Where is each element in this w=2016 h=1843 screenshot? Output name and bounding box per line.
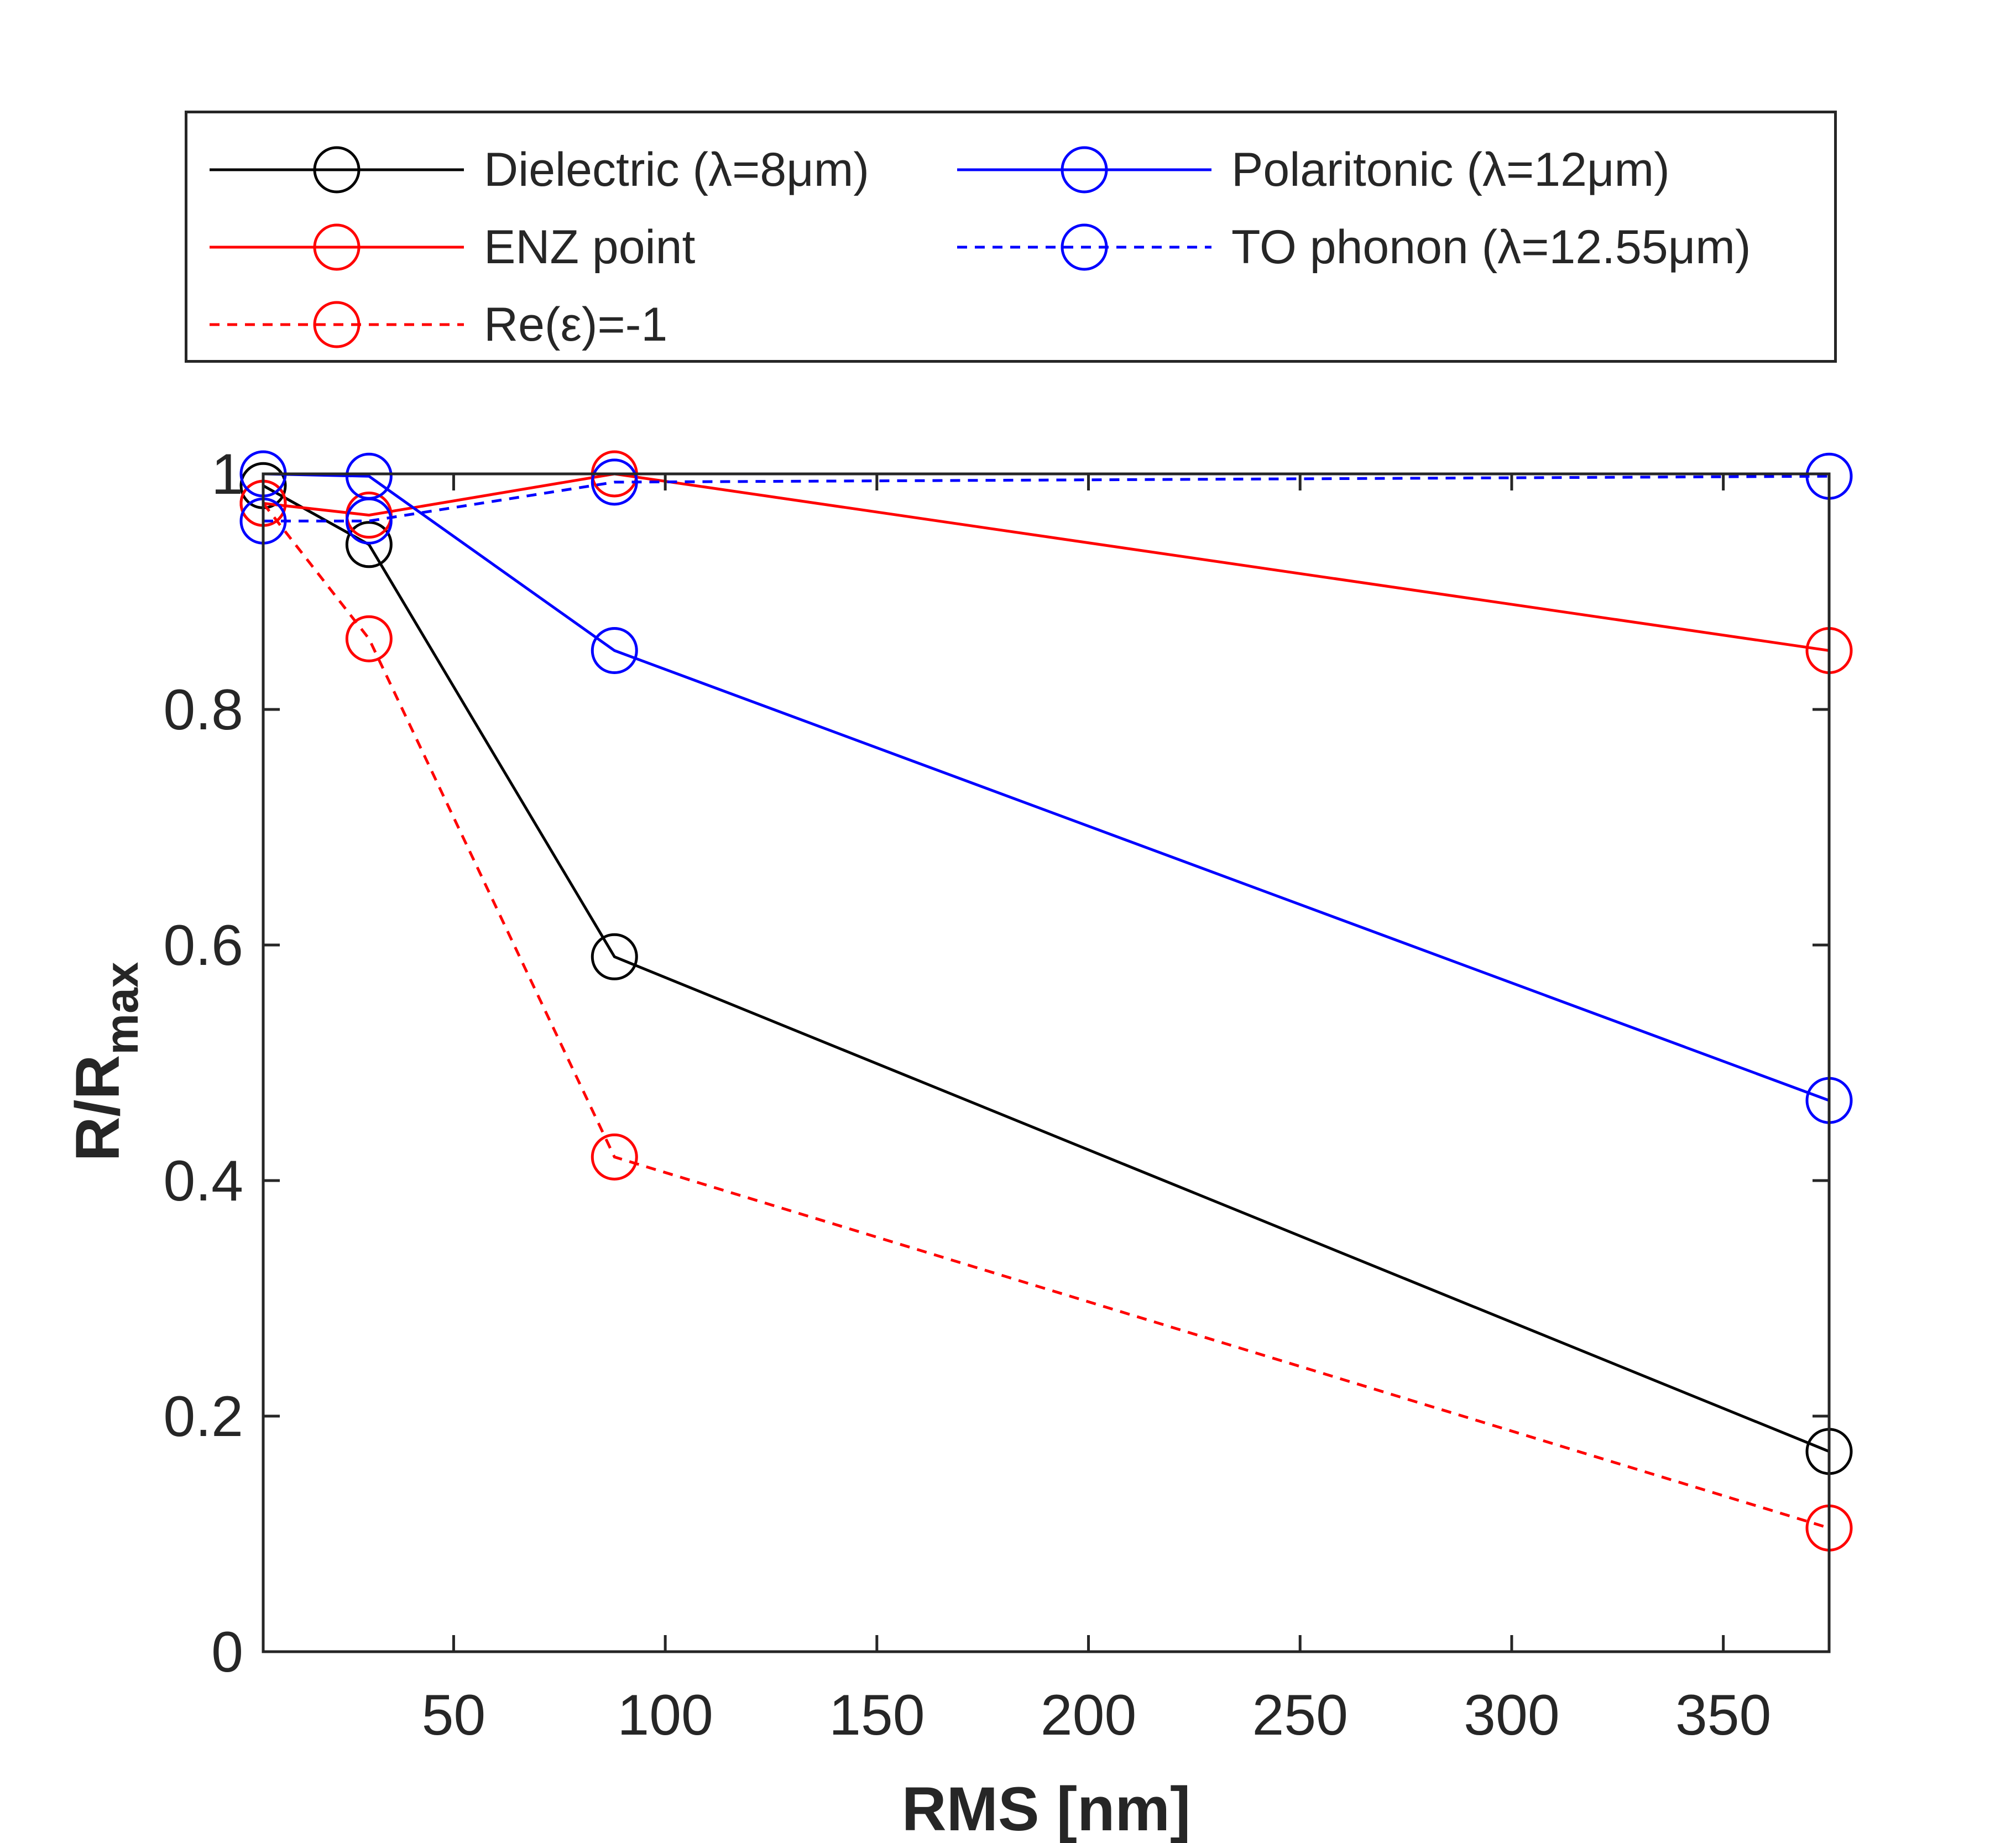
legend: Dielectric (λ=8μm) ENZ point Re(ε)=-1 Po… (185, 111, 1837, 363)
legend-swatch-to-phonon (957, 223, 1211, 271)
y-axis-title-subscript: max (96, 962, 148, 1054)
series-enz-point (239, 450, 1853, 674)
legend-label-polaritonic: Polaritonic (λ=12μm) (1231, 143, 1670, 196)
data-point (345, 497, 393, 545)
plot-frame (262, 472, 1831, 1653)
legend-entry-re-eps: Re(ε)=-1 (210, 291, 928, 358)
legend-swatch-re-eps (210, 301, 464, 348)
legend-label-enz-point: ENZ point (484, 221, 696, 274)
data-point (591, 933, 638, 980)
legend-entry-dielectric: Dielectric (λ=8μm) (210, 137, 928, 203)
series-dielectric-8-m (239, 462, 1853, 1475)
y-tick-label: 0.8 (163, 678, 243, 742)
y-axis-title-main: R/R (63, 1055, 132, 1162)
series-line (263, 472, 1830, 652)
tick-layer: 50 100 150 200 250 300 350 0 0.2 0.4 0.6 0.8 1 (163, 442, 1829, 1747)
data-point (591, 627, 638, 674)
data-point (345, 521, 393, 568)
series-re-1 (239, 479, 1853, 1552)
series-line (262, 502, 1830, 1529)
legend-label-dielectric: Dielectric (λ=8μm) (484, 143, 870, 196)
y-tick-label: 1 (211, 442, 243, 507)
legend-label-to-phonon: TO phonon (λ=12.55μm) (1231, 221, 1751, 274)
y-tick-label: 0 (211, 1620, 243, 1684)
legend-entry-enz-point: ENZ point (210, 214, 928, 280)
data-point (345, 615, 393, 662)
x-tick-label: 300 (1464, 1683, 1560, 1747)
x-tick-label: 200 (1041, 1683, 1137, 1747)
y-tick-label: 0.2 (163, 1385, 243, 1449)
y-tick-label: 0.4 (163, 1149, 243, 1213)
series-line (263, 474, 1830, 523)
legend-swatch-enz-point (210, 223, 464, 271)
data-point (591, 1133, 638, 1181)
series-layer (239, 450, 1853, 1552)
y-axis-title: R/Rmax (63, 962, 148, 1161)
series-polaritonic-12-m (239, 450, 1853, 1124)
x-tick-label: 350 (1675, 1683, 1772, 1747)
legend-label-re-eps: Re(ε)=-1 (484, 298, 668, 351)
x-tick-label: 150 (829, 1683, 925, 1747)
x-tick-label: 50 (422, 1683, 486, 1747)
legend-entry-polaritonic: Polaritonic (λ=12μm) (957, 137, 1820, 203)
y-tick-label: 0.6 (163, 913, 243, 978)
data-point (591, 458, 638, 506)
series-line (263, 472, 1830, 1102)
x-axis-title: RMS [nm] (902, 1774, 1191, 1843)
series-to-phonon-12-55-m (239, 452, 1853, 545)
legend-entry-to-phonon: TO phonon (λ=12.55μm) (957, 214, 1820, 280)
x-tick-label: 100 (617, 1683, 713, 1747)
legend-swatch-polaritonic (957, 146, 1211, 194)
series-line (262, 484, 1830, 1453)
x-tick-label: 250 (1252, 1683, 1348, 1747)
legend-swatch-dielectric (210, 146, 464, 194)
